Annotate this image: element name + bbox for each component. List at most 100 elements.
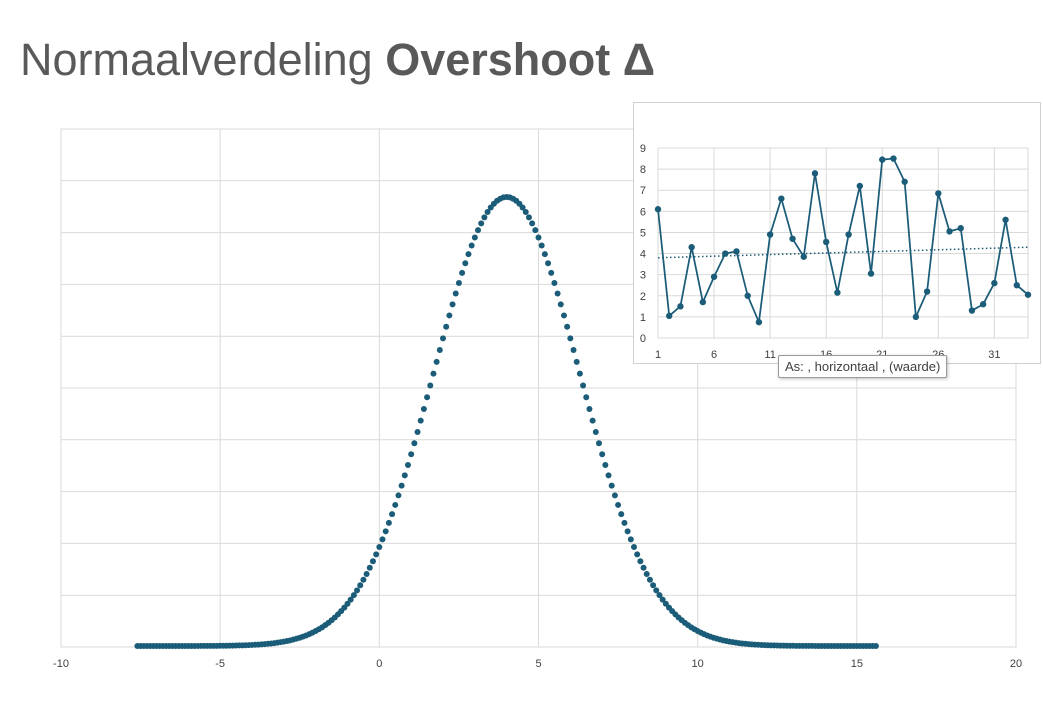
data-point [417,417,424,424]
series-line [657,157,1029,326]
inset-line-chart[interactable]: 0123456789161116212631 [634,103,1042,365]
data-point [656,592,663,599]
inset-data-point [699,298,707,306]
data-point [570,347,577,354]
data-point [459,269,466,276]
inset-data-point [766,231,774,238]
data-point [366,564,373,571]
inset-data-point [710,273,718,280]
data-point [525,214,532,221]
data-point [373,551,380,558]
data-point [455,280,462,287]
data-point [589,417,596,424]
data-point [452,290,459,297]
data-point [576,370,583,377]
data-point [471,234,478,241]
data-point [420,405,427,412]
data-point [560,312,567,319]
inset-y-tick-label: 0 [640,333,646,345]
trendline [657,246,1029,259]
data-point [411,440,418,447]
data-point [363,570,370,577]
data-point [522,209,529,216]
data-point [408,451,415,458]
data-point [634,551,641,558]
inset-data-point [811,170,819,177]
data-point [354,587,361,594]
axis-tooltip: As: , horizontaal , (waarde) [778,355,948,378]
inset-data-point [979,301,987,308]
chart-title: Normaalverdeling Overshoot Δ [20,34,655,86]
data-point [436,347,443,354]
inset-x-tick-label: 6 [711,349,717,361]
inset-y-tick-label: 1 [640,312,646,324]
data-point [541,251,548,258]
inset-data-point [923,288,931,295]
data-point [449,301,456,308]
inset-data-point [845,231,852,238]
inset-x-tick-label: 11 [764,349,775,361]
data-point [621,519,628,526]
data-point [414,428,421,435]
inset-data-point [744,292,751,299]
inset-data-point [778,195,785,202]
data-point [519,204,526,211]
data-point [440,335,446,342]
inset-data-point [879,156,886,163]
data-point [580,382,587,389]
data-point [535,234,542,241]
data-point [872,642,879,649]
data-point [618,511,625,518]
inset-x-tick-label: 31 [988,349,1000,361]
data-point [592,428,599,435]
data-point [404,461,411,468]
inset-data-point [688,244,695,251]
data-point [401,472,408,479]
data-point [379,536,386,543]
inset-data-point [946,228,953,235]
data-point [433,358,440,365]
data-point [446,312,453,319]
data-point [545,260,552,267]
x-tick-label: 20 [1010,658,1022,670]
data-point [608,482,615,489]
inset-data-point [957,225,964,232]
inset-y-tick-label: 9 [640,143,646,155]
data-point [369,558,376,565]
data-point [646,576,653,583]
data-point [529,220,536,227]
data-point [595,440,602,447]
data-point [548,269,555,276]
data-point [637,558,644,565]
inset-data-point [912,313,920,321]
data-point [567,335,574,342]
x-tick-label: 0 [376,658,382,670]
data-point [350,592,357,599]
data-point [462,260,469,267]
inset-chart-panel[interactable]: 0123456789161116212631 [633,102,1041,364]
data-point [389,511,396,518]
title-regular: Normaalverdeling [20,34,373,85]
data-point [430,370,437,377]
inset-y-tick-label: 6 [640,206,646,218]
data-point [385,519,392,526]
data-point [468,242,475,249]
data-point [551,280,558,287]
x-tick-label: -10 [53,658,69,670]
data-point [481,214,488,221]
inset-y-tick-label: 5 [640,227,646,239]
data-point [653,587,660,594]
inset-data-point [867,270,875,277]
data-point [427,382,434,389]
data-point [382,528,389,535]
inset-data-point [1002,216,1009,223]
data-point [538,242,545,249]
data-point [650,582,657,589]
data-point [344,600,351,607]
inset-y-tick-label: 8 [640,164,646,176]
data-point [554,290,561,297]
data-point [360,576,367,583]
data-point [640,564,647,571]
inset-data-point [722,250,729,257]
